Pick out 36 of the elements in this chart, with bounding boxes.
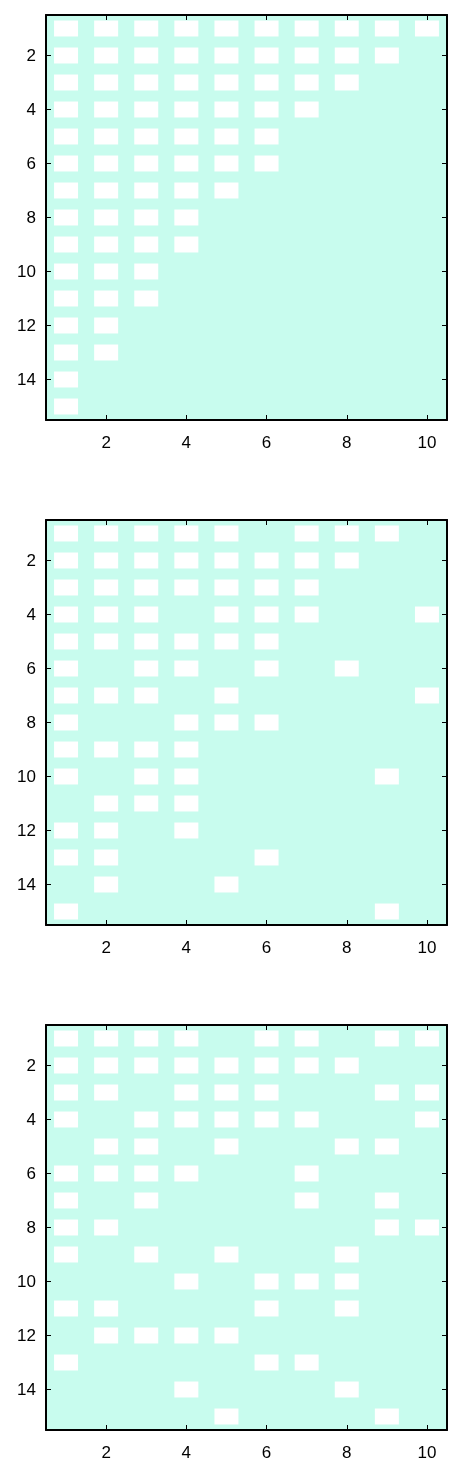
x-tick-label: 2 bbox=[101, 1443, 111, 1462]
y-tick-label: 14 bbox=[17, 875, 36, 894]
x-tick-label: 2 bbox=[101, 938, 111, 957]
y-tick-label: 10 bbox=[17, 262, 36, 281]
y-tick-label: 4 bbox=[26, 1110, 36, 1129]
x-tick-label: 4 bbox=[181, 433, 192, 452]
y-tick-label: 6 bbox=[26, 659, 36, 678]
y-tick-label: 6 bbox=[26, 154, 36, 173]
x-tick-label: 4 bbox=[181, 938, 192, 957]
y-tick-label: 12 bbox=[17, 316, 36, 335]
y-tick-label: 12 bbox=[17, 821, 36, 840]
x-tick-label: 10 bbox=[417, 938, 437, 957]
y-tick-label: 14 bbox=[17, 1380, 36, 1399]
y-tick-label: 2 bbox=[26, 551, 36, 570]
x-tick-label: 2 bbox=[101, 433, 111, 452]
x-tick-label: 8 bbox=[342, 1443, 352, 1462]
y-tick-label: 10 bbox=[17, 767, 36, 786]
y-tick-label: 8 bbox=[26, 713, 36, 732]
x-tick-label: 8 bbox=[342, 433, 352, 452]
x-tick-label: 6 bbox=[261, 1443, 272, 1462]
y-tick-label: 4 bbox=[26, 100, 36, 119]
y-tick-label: 2 bbox=[26, 1056, 36, 1075]
y-tick-label: 6 bbox=[26, 1164, 36, 1183]
y-tick-label: 8 bbox=[26, 208, 36, 227]
y-tick-label: 2 bbox=[26, 46, 36, 65]
x-tick-label: 10 bbox=[417, 433, 437, 452]
y-tick-label: 4 bbox=[26, 605, 36, 624]
y-tick-label: 8 bbox=[26, 1218, 36, 1237]
x-tick-label: 6 bbox=[261, 938, 272, 957]
y-tick-label: 12 bbox=[17, 1326, 36, 1345]
x-tick-label: 4 bbox=[181, 1443, 192, 1462]
y-tick-label: 10 bbox=[17, 1272, 36, 1291]
x-tick-label: 8 bbox=[342, 938, 352, 957]
x-tick-label: 10 bbox=[417, 1443, 437, 1462]
y-tick-label: 14 bbox=[17, 370, 36, 389]
x-tick-label: 6 bbox=[261, 433, 272, 452]
